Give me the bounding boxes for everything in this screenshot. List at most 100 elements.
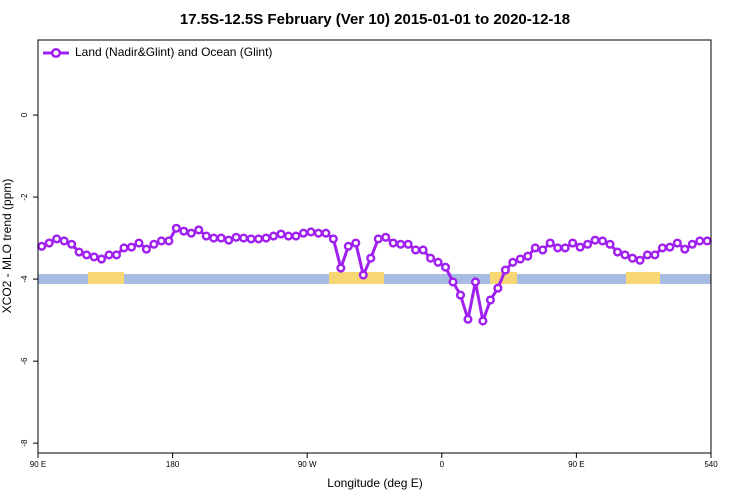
y-tick-label: -2 [20,193,29,201]
data-point [201,231,211,241]
data-point [568,238,578,248]
data-point [463,314,473,324]
x-tick-label: 0 [440,460,445,469]
data-point [455,290,466,300]
data-point [194,225,204,235]
y-tick-label: -6 [20,357,29,365]
data-point [328,234,338,244]
x-tick-label: 540 [704,460,718,469]
data-point [470,277,481,287]
y-tick-label: -4 [20,275,29,283]
legend-label: Land (Nadir&Glint) and Ocean (Glint) [75,45,272,59]
data-point [261,233,271,243]
data-point [560,243,570,253]
data-point [650,250,660,260]
data-point [590,235,600,245]
data-point [37,241,47,251]
data-point [59,236,69,246]
data-point [478,316,488,326]
data-point [605,239,615,249]
data-point [635,255,645,265]
data-point [254,234,264,244]
data-point [239,233,249,243]
data-point [695,236,705,246]
data-point [283,231,294,241]
data-point [119,243,129,253]
data-point [680,244,690,254]
data-point [246,234,256,244]
data-point [97,254,107,264]
data-point [583,239,593,249]
data-point [209,233,219,243]
data-point [373,234,383,244]
data-point [321,228,331,238]
data-point [418,245,428,255]
legend-marker [50,47,62,59]
data-point [530,243,540,253]
data-point [411,245,421,255]
data-point [598,236,608,246]
data-point [298,228,309,238]
data-point [231,232,241,242]
data-point [74,247,84,257]
data-point [388,238,398,248]
data-point [538,245,548,255]
data-point [111,250,122,260]
data-point [485,295,495,305]
data-point [665,242,675,252]
data-point [291,231,301,241]
land-ocean-mask [38,272,711,284]
data-point [500,265,510,275]
data-point [313,228,323,238]
data-point [403,239,413,249]
data-point [306,227,316,237]
data-point [179,226,189,236]
data-point [620,250,630,260]
data-point [612,247,623,257]
data-point [515,254,525,264]
data-point [493,283,503,293]
data-point [44,238,54,248]
y-tick-label: -8 [20,439,29,447]
data-point [156,236,166,246]
data-point [448,277,458,287]
data-point [672,238,682,248]
plot-area [37,223,712,327]
data-point [575,242,585,252]
data-point [89,252,99,262]
data-point [702,236,712,246]
data-point [104,250,114,260]
data-point [396,239,406,249]
x-tick-label: 90 W [298,460,317,469]
data-point [67,239,77,249]
chart-title: 17.5S-12.5S February (Ver 10) 2015-01-01… [180,11,570,28]
data-point [657,243,667,253]
x-tick-label: 180 [166,460,180,469]
data-point [171,223,181,233]
data-point [381,232,391,242]
data-point [433,257,443,267]
data-point [186,228,196,238]
data-point [126,242,137,252]
data-point [82,250,92,260]
data-point [134,238,144,248]
data-point [141,244,151,254]
land-strip [329,272,384,284]
data-point [149,239,159,249]
data-point [553,243,563,253]
land-strip [88,272,124,284]
data-point [545,238,555,248]
data-point [276,229,286,239]
data-point [343,241,353,251]
data-point [52,234,62,244]
data-point [426,253,436,263]
data-point [687,239,697,249]
data-point [216,233,226,243]
x-tick-label: 90 E [30,460,46,469]
data-point [358,270,368,280]
y-axis-label: XCO2 - MLO trend (ppm) [0,179,14,314]
data-point [336,263,346,273]
y-tick-label: 0 [20,112,29,117]
data-point [269,231,279,241]
plot-frame [37,39,712,454]
